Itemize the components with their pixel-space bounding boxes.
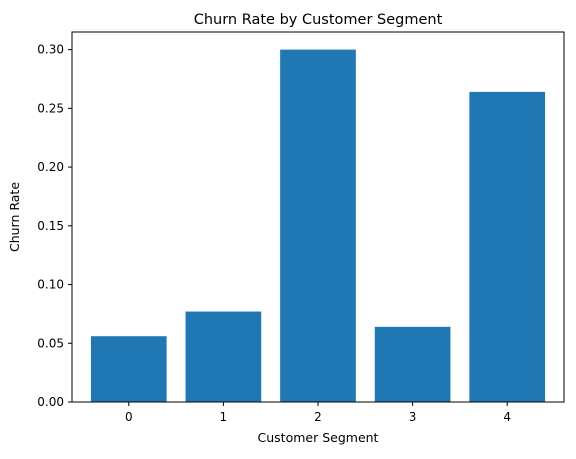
- bar-segment-3: [374, 326, 451, 402]
- bar-segment-0: [90, 336, 167, 402]
- x-axis-label: Customer Segment: [258, 430, 379, 445]
- y-tick-label-0.25: 0.25: [37, 101, 64, 115]
- bar-series: [90, 49, 546, 403]
- bar-segment-2: [280, 49, 356, 403]
- x-tick-label-1: 1: [220, 410, 228, 424]
- y-tick-label-0.00: 0.00: [37, 395, 64, 409]
- x-axis-ticks: 0 1 2 3 4: [125, 402, 511, 424]
- x-tick-label-3: 3: [409, 410, 417, 424]
- bar-segment-4: [469, 91, 546, 403]
- y-tick-label-0.15: 0.15: [37, 219, 64, 233]
- y-axis-ticks: 0.00 0.05 0.10 0.15 0.20 0.25 0.30: [37, 43, 72, 409]
- bar-segment-1: [185, 311, 262, 402]
- x-tick-label-0: 0: [125, 410, 133, 424]
- plot-area: 0 1 2 3 4 0.00 0.05 0.10 0.15 0.20 0.25 0.30: [37, 31, 565, 424]
- chart-title: Churn Rate by Customer Segment: [194, 12, 443, 28]
- y-tick-label-0.30: 0.30: [37, 43, 64, 57]
- y-tick-label-0.10: 0.10: [37, 278, 64, 292]
- y-axis-label: Churn Rate: [7, 182, 22, 252]
- y-tick-label-0.20: 0.20: [37, 160, 64, 174]
- x-tick-label-4: 4: [503, 410, 511, 424]
- x-tick-label-2: 2: [314, 410, 322, 424]
- y-tick-label-0.05: 0.05: [37, 336, 64, 350]
